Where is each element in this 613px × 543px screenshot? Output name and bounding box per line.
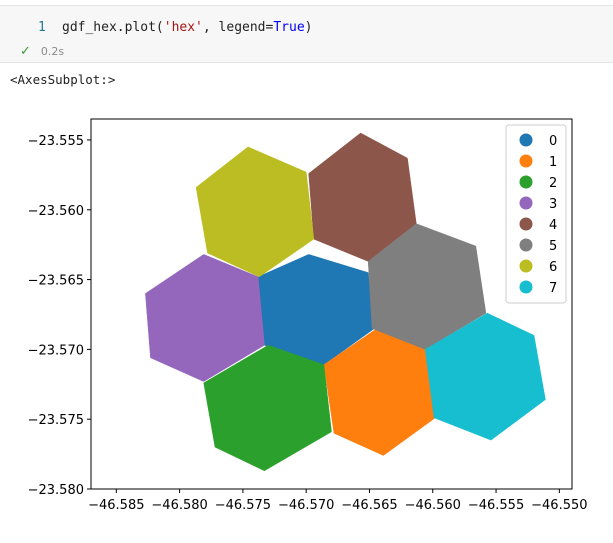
legend-box xyxy=(505,124,567,304)
legend-marker-6 xyxy=(519,259,533,273)
hexagon-6 xyxy=(195,146,315,278)
x-axis: −46.585 −46.580 −46.575 −46.570 −46.565 −46.5… xyxy=(88,489,588,513)
legend-label-6: 6 xyxy=(549,260,557,275)
y-axis: −23.555 −23.560 −23.565 −23.570 −23.575 −23.5… xyxy=(28,134,91,498)
y-tick-label: −23.565 xyxy=(28,274,84,289)
y-tick-label: −23.580 xyxy=(28,483,84,498)
hexagon-layer xyxy=(145,132,546,472)
code-prefix: gdf_hex.plot( xyxy=(62,20,164,35)
x-tick-label: −46.575 xyxy=(215,498,271,513)
code-suffix: ) xyxy=(304,20,313,35)
legend-marker-7 xyxy=(519,280,533,294)
axes-frame xyxy=(90,118,573,490)
legend-marker-1 xyxy=(519,154,533,168)
x-tick-label: −46.560 xyxy=(405,498,461,513)
x-tick-label: −46.565 xyxy=(341,498,397,513)
hexagon-5 xyxy=(367,223,487,350)
x-tick-label: −46.570 xyxy=(278,498,334,513)
x-tick-label: −46.585 xyxy=(88,498,144,513)
hexagon-3 xyxy=(145,254,265,382)
execution-status: ✓ 0.2s xyxy=(20,44,64,59)
code-separator: , legend= xyxy=(202,20,274,35)
legend: 0 1 2 3 4 5 6 7 xyxy=(505,124,567,304)
y-tick-label: −23.560 xyxy=(28,204,84,219)
y-tick-label: −23.575 xyxy=(28,413,84,428)
legend-label-4: 4 xyxy=(549,218,557,233)
y-tick-label: −23.570 xyxy=(28,343,84,358)
hexagon-7 xyxy=(424,312,546,441)
legend-marker-4 xyxy=(519,217,533,231)
legend-label-0: 0 xyxy=(549,134,557,149)
code-string-arg: 'hex' xyxy=(163,20,203,35)
legend-marker-3 xyxy=(519,196,533,210)
execution-time: 0.2s xyxy=(40,45,65,58)
legend-label-3: 3 xyxy=(549,197,557,212)
x-tick-label: −46.550 xyxy=(531,498,587,513)
x-tick-label: −46.580 xyxy=(151,498,207,513)
hex-map-chart: −46.585 −46.580 −46.575 −46.570 −46.565 −46.5… xyxy=(28,118,588,513)
check-icon: ✓ xyxy=(20,44,31,59)
legend-label-7: 7 xyxy=(549,281,557,296)
output-text: <AxesSubplot:> xyxy=(10,72,116,87)
legend-marker-0 xyxy=(519,133,533,147)
legend-marker-2 xyxy=(519,175,533,189)
hexagon-2 xyxy=(203,344,332,472)
y-tick-label: −23.555 xyxy=(28,134,84,149)
x-tick-label: −46.555 xyxy=(468,498,524,513)
legend-label-1: 1 xyxy=(549,155,557,170)
legend-marker-5 xyxy=(519,238,533,252)
legend-label-2: 2 xyxy=(549,176,557,191)
line-number: 1 xyxy=(38,20,46,35)
code-keyword-value: True xyxy=(273,20,305,35)
legend-label-5: 5 xyxy=(549,239,557,254)
code-line[interactable]: gdf_hex.plot('hex', legend=True) xyxy=(62,20,312,35)
code-cell[interactable]: 1 gdf_hex.plot('hex', legend=True) ✓ 0.2s xyxy=(0,5,613,63)
